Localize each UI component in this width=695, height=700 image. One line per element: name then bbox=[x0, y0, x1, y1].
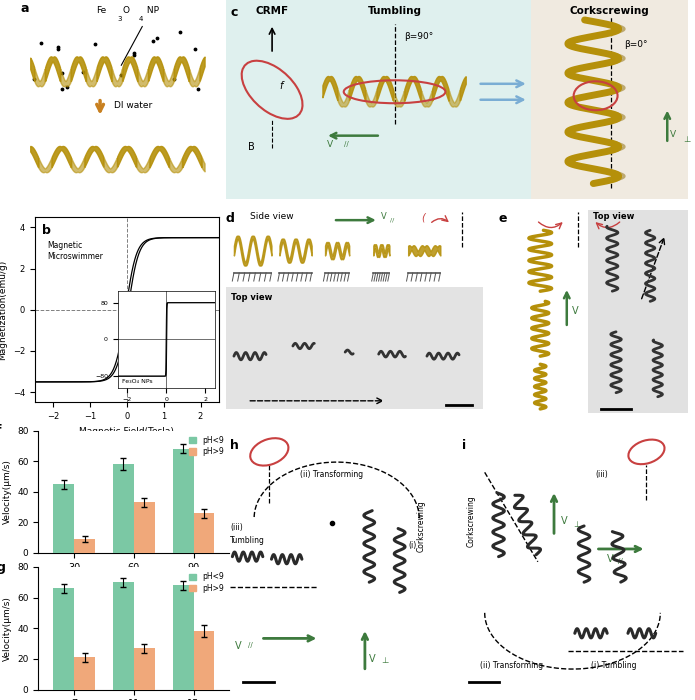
Text: c: c bbox=[231, 6, 238, 19]
Text: β=90°: β=90° bbox=[404, 32, 433, 41]
Text: Corkscrewing: Corkscrewing bbox=[417, 500, 426, 552]
Bar bbox=[193, 513, 215, 553]
Y-axis label: Velocity(μm/s): Velocity(μm/s) bbox=[3, 459, 11, 524]
Text: //: // bbox=[247, 642, 252, 648]
Y-axis label: Velocity(μm/s): Velocity(μm/s) bbox=[3, 596, 11, 661]
Text: (: ( bbox=[422, 212, 425, 222]
Text: V: V bbox=[561, 516, 568, 526]
Text: i: i bbox=[461, 439, 466, 452]
Text: 4: 4 bbox=[139, 16, 143, 22]
Text: V: V bbox=[235, 641, 241, 651]
Text: (i) Tumbling: (i) Tumbling bbox=[591, 662, 637, 671]
Bar bbox=[113, 464, 134, 553]
Text: V: V bbox=[571, 307, 578, 316]
Text: (ii) Transforming: (ii) Transforming bbox=[480, 662, 543, 671]
Text: V: V bbox=[669, 130, 676, 139]
X-axis label: Height(μm): Height(μm) bbox=[106, 578, 162, 588]
Text: O: O bbox=[123, 6, 130, 15]
Text: 3: 3 bbox=[118, 16, 122, 22]
Text: β=0°: β=0° bbox=[624, 40, 648, 49]
Text: h: h bbox=[230, 439, 239, 452]
Text: (ii) Transforming: (ii) Transforming bbox=[300, 470, 363, 479]
Text: Side view: Side view bbox=[250, 212, 293, 221]
Bar bbox=[113, 582, 134, 690]
Text: Corkscrewing: Corkscrewing bbox=[466, 496, 475, 547]
Text: V: V bbox=[607, 554, 614, 564]
Bar bbox=[74, 539, 95, 553]
Text: Top view: Top view bbox=[231, 293, 272, 302]
Bar bbox=[134, 503, 155, 553]
Bar bbox=[531, 0, 688, 199]
Bar bbox=[226, 0, 531, 199]
Bar bbox=[53, 484, 74, 553]
Text: (iii): (iii) bbox=[230, 524, 243, 533]
Text: a: a bbox=[21, 2, 29, 15]
X-axis label: Magnetic Field(Tesla): Magnetic Field(Tesla) bbox=[79, 427, 174, 436]
Text: ⊥: ⊥ bbox=[683, 134, 691, 144]
Text: Top view: Top view bbox=[594, 212, 635, 221]
Text: (i): (i) bbox=[409, 541, 416, 550]
Legend: pH<9, pH>9: pH<9, pH>9 bbox=[187, 570, 226, 594]
Legend: pH<9, pH>9: pH<9, pH>9 bbox=[187, 434, 226, 458]
Text: //: // bbox=[619, 558, 623, 564]
Text: Magnetic
Microswimmer: Magnetic Microswimmer bbox=[48, 241, 104, 260]
Text: Tumbling: Tumbling bbox=[368, 6, 422, 16]
Bar bbox=[172, 585, 193, 690]
Bar bbox=[172, 449, 193, 553]
Bar bbox=[74, 657, 95, 690]
Text: //: // bbox=[344, 141, 348, 146]
Y-axis label: Magnetization(emu/g): Magnetization(emu/g) bbox=[0, 260, 7, 360]
Text: Fe: Fe bbox=[96, 6, 106, 15]
Text: f: f bbox=[0, 424, 1, 438]
Text: Corkscrewing: Corkscrewing bbox=[570, 6, 649, 16]
Text: V: V bbox=[327, 140, 333, 148]
Text: DI water: DI water bbox=[114, 102, 152, 110]
Text: b: b bbox=[42, 225, 51, 237]
Text: e: e bbox=[498, 212, 507, 225]
Text: CRMF: CRMF bbox=[256, 6, 288, 16]
Text: g: g bbox=[0, 561, 5, 574]
Text: Tumbling: Tumbling bbox=[230, 536, 265, 545]
Bar bbox=[193, 631, 215, 690]
Text: B: B bbox=[248, 141, 254, 152]
Text: NP: NP bbox=[144, 6, 158, 15]
Text: (iii): (iii) bbox=[596, 470, 608, 479]
Bar bbox=[53, 589, 74, 690]
Text: d: d bbox=[226, 212, 235, 225]
Text: //: // bbox=[390, 217, 395, 222]
Bar bbox=[134, 648, 155, 690]
Bar bbox=[587, 210, 688, 413]
Text: ⊥: ⊥ bbox=[381, 657, 389, 665]
Text: V: V bbox=[369, 654, 376, 664]
Bar bbox=[226, 287, 483, 409]
Text: f: f bbox=[279, 80, 282, 91]
Text: ⊥: ⊥ bbox=[573, 519, 581, 528]
Text: V: V bbox=[382, 212, 387, 221]
